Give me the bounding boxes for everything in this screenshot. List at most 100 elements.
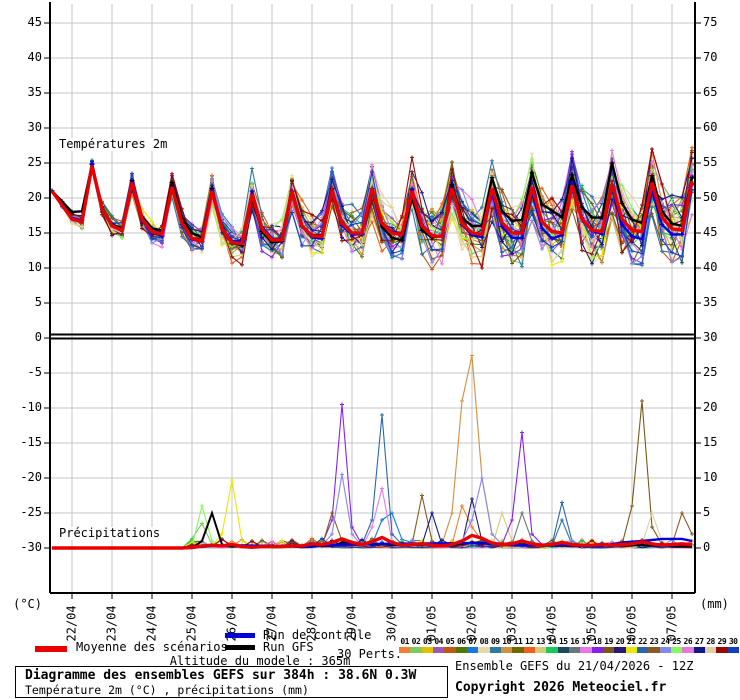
member-number: 15 — [558, 637, 568, 646]
axes — [44, 2, 701, 599]
legend-control-label: Run de contrôle — [263, 628, 372, 642]
member-number: 04 — [434, 637, 443, 646]
precipitation-panel-label: Précipitations — [57, 526, 163, 540]
member-number: 01 — [400, 637, 409, 646]
member-legend-item: 28 — [704, 637, 717, 654]
legend-mean-swatch — [35, 646, 67, 652]
member-legend-item: 08 — [478, 637, 490, 654]
left-axis-unit: (°C) — [13, 597, 42, 611]
member-color-swatch — [455, 647, 467, 653]
member-number: 13 — [536, 637, 545, 646]
member-legend-item: 01 — [399, 637, 411, 654]
member-number: 29 — [717, 637, 727, 646]
member-legend-item: 18 — [591, 637, 603, 654]
title-box: Diagramme des ensembles GEFS sur 384h : … — [15, 666, 448, 698]
member-color-swatch — [534, 647, 547, 653]
member-legend-item: 16 — [568, 637, 581, 654]
member-number: 27 — [694, 637, 704, 646]
member-number: 30 — [728, 637, 738, 646]
ensemble-mean-precip-line — [52, 533, 693, 550]
member-legend-item: 11 — [512, 637, 524, 654]
member-legend-item: 04 — [432, 637, 445, 654]
right-axis-unit: (mm) — [700, 597, 729, 611]
member-number: 28 — [706, 637, 715, 646]
member-color-swatch — [410, 647, 422, 653]
member-number: 16 — [570, 637, 579, 646]
legend-gfs-label: Run GFS — [263, 640, 314, 654]
member-color-swatch — [670, 647, 683, 653]
member-color-swatch — [591, 647, 603, 653]
member-color-swatch — [682, 647, 694, 653]
member-legend-item: 25 — [670, 637, 683, 654]
member-color-swatch — [568, 647, 581, 653]
member-legend-item: 21 — [625, 637, 637, 654]
member-color-swatch — [648, 647, 660, 653]
member-color-swatch — [704, 647, 717, 653]
ensemble-member-precip-markers — [220, 402, 684, 548]
member-legend-item: 24 — [659, 637, 671, 654]
member-color-swatch — [636, 647, 649, 653]
member-legend-item: 13 — [534, 637, 547, 654]
member-legend-item: 17 — [580, 637, 592, 654]
member-number: 08 — [479, 637, 489, 646]
member-number: 22 — [638, 637, 647, 646]
legend-perts-label: 30 Perts. — [337, 647, 403, 661]
diagram-subtitle: Température 2m (°C) , précipitations (mm… — [25, 683, 309, 697]
member-color-swatch — [421, 647, 433, 653]
member-color-swatch — [546, 647, 558, 653]
member-legend-item: 27 — [693, 637, 705, 654]
model-altitude-text: Altitude du modele : 365m — [169, 654, 351, 668]
member-number: 25 — [672, 637, 681, 646]
diagram-title: Diagramme des ensembles GEFS sur 384h : … — [25, 668, 417, 683]
ensemble-member-precip-markers — [210, 399, 664, 548]
member-legend-item: 29 — [716, 637, 728, 654]
member-legend-item: 22 — [636, 637, 649, 654]
member-legend-item: 05 — [444, 637, 456, 654]
member-number: 14 — [547, 637, 557, 646]
member-color-swatch — [727, 647, 739, 653]
legend-control-swatch — [225, 633, 255, 638]
member-color-swatch — [444, 647, 456, 653]
member-legend-item: 26 — [682, 637, 694, 654]
legend-gfs-swatch — [225, 645, 255, 650]
member-legend-item: 02 — [410, 637, 422, 654]
legend-mean-label: Moyenne des scénarios — [76, 640, 228, 654]
member-legend-item: 12 — [523, 637, 535, 654]
temperature-panel-label: Températures 2m — [57, 137, 170, 151]
member-legend-item: 15 — [557, 637, 569, 654]
member-color-swatch — [489, 647, 501, 653]
member-legend-item: 14 — [546, 637, 558, 654]
member-legend-item: 10 — [500, 637, 513, 654]
copyright-text: Copyright 2026 Meteociel.fr — [455, 680, 667, 695]
member-color-swatch — [523, 647, 535, 653]
member-number: 05 — [445, 637, 455, 646]
member-number: 24 — [660, 637, 670, 646]
member-number: 06 — [456, 637, 466, 646]
member-legend-item: 23 — [648, 637, 660, 654]
member-legend-item: 07 — [466, 637, 479, 654]
member-number: 26 — [683, 637, 693, 646]
member-number: 03 — [423, 637, 432, 646]
member-number: 10 — [502, 637, 511, 646]
member-number: 21 — [626, 637, 636, 646]
precipitation-series — [52, 353, 694, 550]
run-info-text: Ensemble GEFS du 21/04/2026 - 12Z — [455, 659, 694, 673]
member-color-swatch — [580, 647, 592, 653]
member-color-swatch — [399, 647, 411, 653]
member-legend-item: 03 — [421, 637, 433, 654]
member-color-swatch — [557, 647, 569, 653]
member-color-swatch — [614, 647, 626, 653]
member-number: 18 — [592, 637, 602, 646]
member-legend-item: 30 — [727, 637, 739, 654]
member-number: 23 — [649, 637, 659, 646]
member-color-swatch — [602, 647, 615, 653]
member-color-strip: 01 02 03 04 05 06 07 08 09 10 11 12 13 14 15 16 17 18 19 20… — [399, 637, 739, 654]
member-color-swatch — [659, 647, 671, 653]
member-number: 19 — [604, 637, 613, 646]
member-color-swatch — [432, 647, 445, 653]
member-number: 07 — [468, 637, 477, 646]
member-number: 12 — [524, 637, 534, 646]
member-color-swatch — [512, 647, 524, 653]
member-legend-item: 09 — [489, 637, 501, 654]
